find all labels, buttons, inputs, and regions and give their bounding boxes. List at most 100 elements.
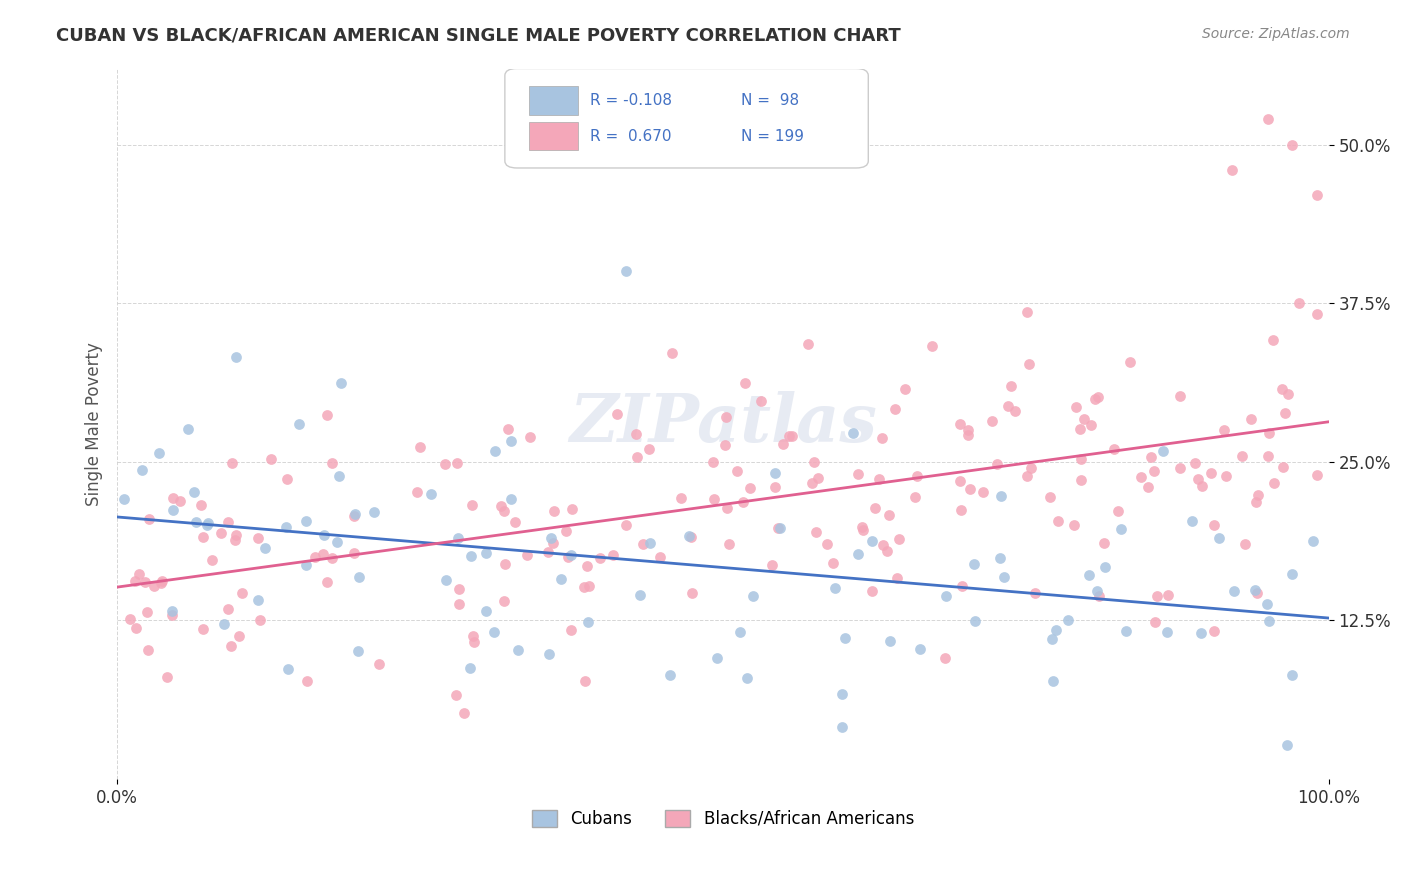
Point xyxy=(763,480,786,494)
Point xyxy=(295,558,318,572)
Point xyxy=(1306,467,1329,482)
Point xyxy=(169,494,191,508)
Point xyxy=(908,642,931,657)
Point xyxy=(1004,404,1026,418)
Point xyxy=(128,567,150,582)
Point xyxy=(1208,532,1230,546)
Point xyxy=(834,631,856,645)
Point xyxy=(135,605,157,619)
Point xyxy=(1202,624,1225,638)
Point xyxy=(842,425,865,440)
Point xyxy=(589,550,612,565)
Point xyxy=(1271,382,1294,396)
Point xyxy=(1080,417,1102,432)
Point xyxy=(702,454,724,468)
Point xyxy=(516,548,538,562)
Point xyxy=(498,422,520,436)
Point xyxy=(1085,584,1108,599)
Point xyxy=(1263,475,1285,490)
Point xyxy=(1244,582,1267,597)
Point xyxy=(190,498,212,512)
Point xyxy=(713,437,735,451)
Point xyxy=(225,350,247,364)
Point xyxy=(661,345,683,359)
Point xyxy=(921,339,943,353)
Point xyxy=(780,429,803,443)
Point xyxy=(1223,584,1246,599)
Point xyxy=(1119,355,1142,369)
Point xyxy=(1274,407,1296,421)
Point xyxy=(1152,443,1174,458)
Point xyxy=(288,417,311,431)
Bar xyxy=(529,122,578,150)
Point xyxy=(277,662,299,676)
Point xyxy=(195,517,218,532)
Point xyxy=(276,472,298,486)
Point xyxy=(852,523,875,537)
Point xyxy=(461,498,484,512)
Point xyxy=(1070,452,1092,467)
Point xyxy=(1092,535,1115,549)
Point xyxy=(904,491,927,505)
Point xyxy=(191,530,214,544)
Point xyxy=(197,516,219,530)
Point xyxy=(1281,137,1303,152)
Point xyxy=(1045,623,1067,637)
Point xyxy=(1000,379,1022,393)
Point xyxy=(1181,514,1204,528)
Point xyxy=(316,574,339,589)
Point xyxy=(1073,412,1095,426)
Point xyxy=(1230,449,1253,463)
Point xyxy=(768,521,790,535)
Point xyxy=(1040,632,1063,646)
Point xyxy=(434,457,457,471)
Point xyxy=(1042,673,1064,688)
Point xyxy=(460,549,482,563)
Point xyxy=(749,393,772,408)
Legend: Cubans, Blacks/African Americans: Cubans, Blacks/African Americans xyxy=(524,803,921,835)
Point xyxy=(761,558,783,572)
Point xyxy=(276,520,298,534)
Point xyxy=(1257,112,1279,127)
Point xyxy=(304,549,326,564)
Point xyxy=(160,607,183,622)
Point xyxy=(821,556,844,570)
Point xyxy=(501,434,523,448)
Point xyxy=(804,524,827,539)
Point xyxy=(1115,624,1137,638)
Point xyxy=(184,516,207,530)
Point xyxy=(640,536,662,550)
Point xyxy=(540,531,562,545)
Point xyxy=(312,528,335,542)
Point xyxy=(602,549,624,563)
Point xyxy=(578,579,600,593)
Point xyxy=(343,508,366,522)
Point xyxy=(893,382,915,396)
Point xyxy=(321,550,343,565)
Point xyxy=(1156,588,1178,602)
Point xyxy=(246,531,269,545)
Point xyxy=(201,553,224,567)
Point xyxy=(962,557,984,571)
Point xyxy=(884,401,907,416)
Point xyxy=(1187,472,1209,486)
Point xyxy=(870,431,893,445)
Point xyxy=(797,337,820,351)
Point xyxy=(447,597,470,611)
Point xyxy=(1277,386,1299,401)
Point xyxy=(1024,585,1046,599)
Point xyxy=(501,491,523,506)
Point xyxy=(997,399,1019,413)
Point xyxy=(718,537,741,551)
Point xyxy=(728,624,751,639)
Point xyxy=(886,571,908,585)
Point xyxy=(614,517,637,532)
Point xyxy=(1288,296,1310,310)
Point xyxy=(505,515,527,529)
Point xyxy=(606,407,628,421)
Point xyxy=(851,519,873,533)
Point xyxy=(879,508,901,522)
Point xyxy=(328,468,350,483)
Point xyxy=(1240,411,1263,425)
Point xyxy=(630,588,652,602)
